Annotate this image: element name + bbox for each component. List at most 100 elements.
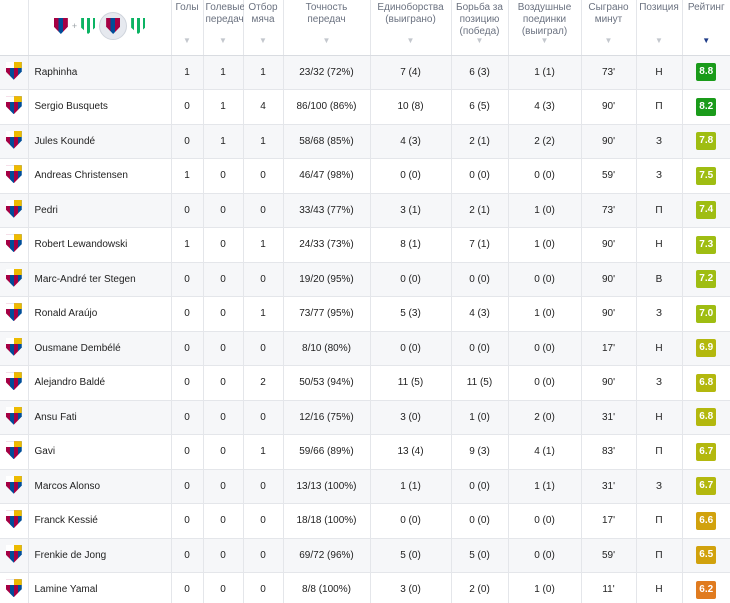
stat-tackles: 0	[243, 538, 284, 573]
club-crest-cell	[0, 89, 29, 125]
betis-crest-icon	[81, 18, 96, 34]
stat-goals: 1	[171, 158, 204, 194]
stat-pass-acc: 8/10 (80%)	[283, 331, 371, 366]
table-row[interactable]: Ousmane Dembélé 0 0 0 8/10 (80%) 0 (0) 0 (0) 0 …	[0, 331, 730, 366]
stat-position: П	[636, 503, 683, 539]
stat-tackles: 1	[243, 434, 284, 470]
player-name[interactable]: Raphinha	[28, 55, 172, 90]
player-name[interactable]: Robert Lewandowski	[28, 227, 172, 263]
barcelona-crest-icon	[106, 18, 121, 34]
col-header-rating[interactable]: Рейтинг ▼	[682, 0, 730, 56]
table-row[interactable]: Marcos Alonso 0 0 0 13/13 (100%) 1 (1) 0 (0) 1 …	[0, 469, 730, 504]
table-row[interactable]: Alejandro Baldé 0 0 2 50/53 (94%) 11 (5) 11 (5…	[0, 365, 730, 401]
table-row[interactable]: Ronald Araújo 0 0 1 73/77 (95%) 5 (3) 4 (3) 1 (…	[0, 296, 730, 332]
player-name[interactable]: Pedri	[28, 193, 172, 228]
stat-position: Н	[636, 55, 683, 90]
stat-goals: 0	[171, 572, 204, 603]
player-name[interactable]: Lamine Yamal	[28, 572, 172, 603]
stat-goals: 0	[171, 193, 204, 228]
table-row[interactable]: Jules Koundé 0 1 1 58/68 (85%) 4 (3) 2 (1) 2 (2…	[0, 124, 730, 159]
stat-pass-acc: 13/13 (100%)	[283, 469, 371, 504]
rating-badge: 8.2	[696, 97, 717, 116]
stat-position: Н	[636, 227, 683, 263]
stat-assists: 0	[203, 365, 244, 401]
stat-minutes: 90'	[581, 296, 637, 332]
stat-duels: 0 (0)	[370, 503, 452, 539]
stat-minutes: 59'	[581, 158, 637, 194]
col-header-ground-duels[interactable]: Борьба за позицию (победа) ▼	[451, 0, 509, 56]
player-name[interactable]: Gavi	[28, 434, 172, 470]
player-name[interactable]: Frenkie de Jong	[28, 538, 172, 573]
team-toggle-betis[interactable]	[131, 18, 146, 34]
col-header-pass-accuracy[interactable]: Точность передач ▼	[283, 0, 371, 56]
player-name[interactable]: Ansu Fati	[28, 400, 172, 435]
table-row[interactable]: Andreas Christensen 1 0 0 46/47 (98%) 0 (0) 0 …	[0, 158, 730, 194]
stat-pass-acc: 58/68 (85%)	[283, 124, 371, 159]
player-name[interactable]: Franck Kessié	[28, 503, 172, 539]
stat-ground: 6 (5)	[451, 89, 509, 125]
player-name[interactable]: Marc-André ter Stegen	[28, 262, 172, 297]
rating-cell: 6.7	[682, 434, 730, 470]
club-crest-cell	[0, 434, 29, 470]
table-row[interactable]: Robert Lewandowski 1 0 1 24/33 (73%) 8 (1) 7 (…	[0, 227, 730, 263]
table-row[interactable]: Frenkie de Jong 0 0 0 69/72 (96%) 5 (0) 5 (0) 0…	[0, 538, 730, 573]
col-header-aerial-duels[interactable]: Воздушные поединки (выиграл) ▼	[508, 0, 582, 56]
stat-ground: 0 (0)	[451, 469, 509, 504]
stat-pass-acc: 18/18 (100%)	[283, 503, 371, 539]
player-name[interactable]: Ronald Araújo	[28, 296, 172, 332]
table-row[interactable]: Lamine Yamal 0 0 0 8/8 (100%) 3 (0) 2 (0) 1 (0)…	[0, 572, 730, 603]
rating-badge: 7.4	[696, 201, 717, 220]
club-crest-cell	[0, 503, 29, 539]
barcelona-crest-icon	[5, 441, 22, 460]
stat-ground: 2 (0)	[451, 572, 509, 603]
col-header-position[interactable]: Позиция ▼	[636, 0, 683, 56]
stat-position: З	[636, 158, 683, 194]
col-header-minutes[interactable]: Сыграно минут ▼	[581, 0, 637, 56]
col-label: Рейтинг	[687, 2, 725, 13]
table-row[interactable]: Raphinha 1 1 1 23/32 (72%) 7 (4) 6 (3) 1 (1) 73'…	[0, 55, 730, 90]
stat-aerial: 0 (0)	[508, 262, 582, 297]
table-row[interactable]: Marc-André ter Stegen 0 0 0 19/20 (95%) 0 (0)…	[0, 262, 730, 297]
stat-pass-acc: 8/8 (100%)	[283, 572, 371, 603]
table-row[interactable]: Franck Kessié 0 0 0 18/18 (100%) 0 (0) 0 (0) 0 …	[0, 503, 730, 539]
stat-ground: 0 (0)	[451, 158, 509, 194]
player-name[interactable]: Marcos Alonso	[28, 469, 172, 504]
col-header-goals[interactable]: Голы ▼	[171, 0, 204, 56]
stat-position: Н	[636, 331, 683, 366]
stat-position: П	[636, 434, 683, 470]
player-name[interactable]: Ousmane Dembélé	[28, 331, 172, 366]
stat-position: Н	[636, 572, 683, 603]
barcelona-crest-icon	[5, 165, 22, 184]
player-name[interactable]: Alejandro Baldé	[28, 365, 172, 401]
rating-badge: 7.5	[696, 166, 717, 185]
sort-arrow-icon: ▼	[655, 35, 663, 45]
stat-aerial: 4 (1)	[508, 434, 582, 470]
table-row[interactable]: Gavi 0 0 1 59/66 (89%) 13 (4) 9 (3) 4 (1) 83' П 6.…	[0, 434, 730, 470]
col-header-assists[interactable]: Голевые передачи ▼	[203, 0, 249, 56]
club-crest-cell	[0, 124, 29, 159]
col-header-tackles[interactable]: Отбор мяча ▼	[243, 0, 284, 56]
player-name[interactable]: Jules Koundé	[28, 124, 172, 159]
col-header-duels[interactable]: Единоборства (выиграно) ▼	[370, 0, 452, 56]
rating-badge: 6.8	[696, 373, 717, 392]
table-row[interactable]: Ansu Fati 0 0 0 12/16 (75%) 3 (0) 1 (0) 2 (0) 31…	[0, 400, 730, 435]
stat-ground: 9 (3)	[451, 434, 509, 470]
stat-goals: 0	[171, 262, 204, 297]
stat-minutes: 31'	[581, 469, 637, 504]
stat-aerial: 2 (2)	[508, 124, 582, 159]
stat-assists: 1	[203, 89, 244, 125]
rating-cell: 6.2	[682, 572, 730, 603]
barcelona-crest-icon	[5, 130, 22, 149]
col-label: Единоборства (выиграно)	[377, 2, 444, 25]
rating-cell: 6.8	[682, 400, 730, 435]
stat-minutes: 90'	[581, 262, 637, 297]
player-name[interactable]: Andreas Christensen	[28, 158, 172, 194]
stat-assists: 0	[203, 538, 244, 573]
table-row[interactable]: Sergio Busquets 0 1 4 86/100 (86%) 10 (8) 6 (5…	[0, 89, 730, 125]
barcelona-crest-icon	[5, 199, 22, 218]
team-toggle-barcelona[interactable]	[99, 12, 128, 40]
stat-tackles: 2	[243, 365, 284, 401]
rating-badge: 7.0	[696, 304, 717, 323]
table-row[interactable]: Pedri 0 0 0 33/43 (77%) 3 (1) 2 (1) 1 (0) 73' П 7.…	[0, 193, 730, 228]
player-name[interactable]: Sergio Busquets	[28, 89, 172, 125]
